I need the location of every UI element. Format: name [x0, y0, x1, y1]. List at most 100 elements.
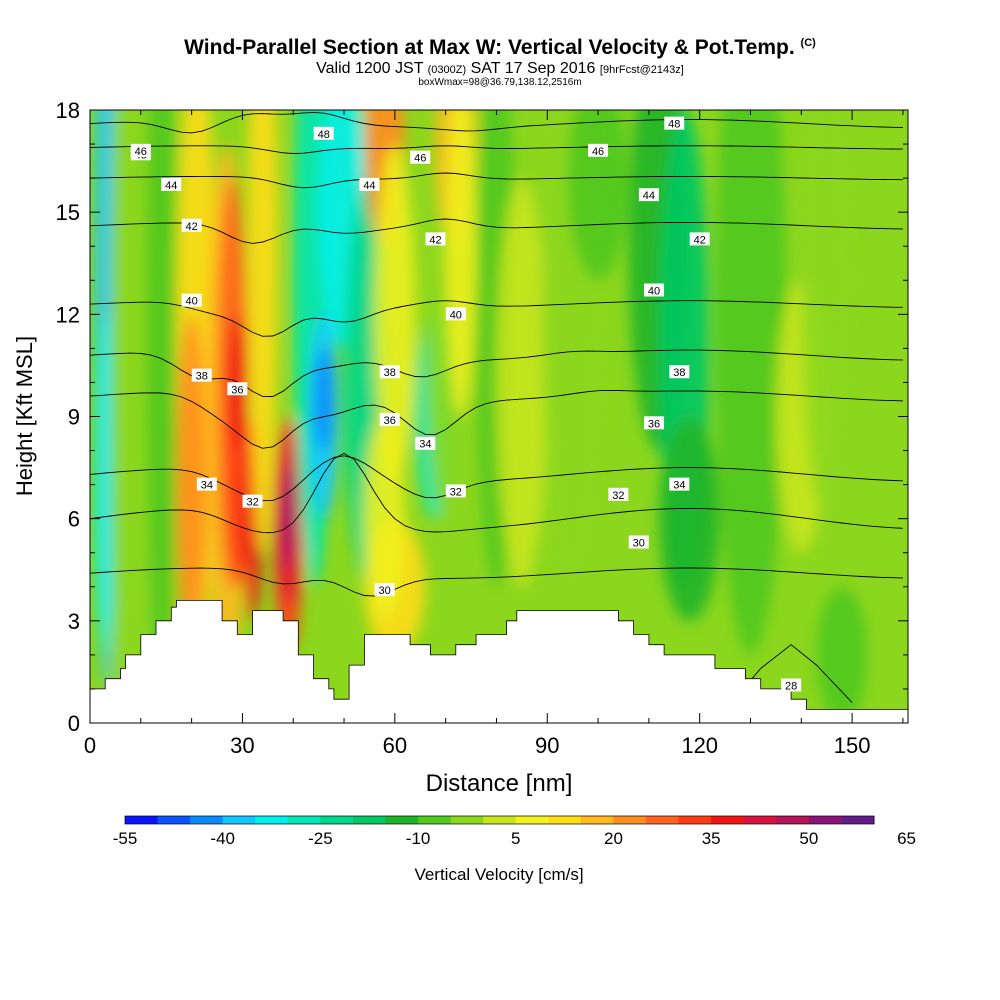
- contour-label-box: [689, 232, 710, 246]
- contour-label: 36: [384, 415, 396, 427]
- colorbar-tick-label: 35: [702, 829, 721, 848]
- contour-label: 34: [419, 439, 431, 451]
- contour-label-box: [227, 382, 248, 396]
- contour-label: 44: [643, 190, 655, 202]
- colorbar-tick-label: 50: [799, 829, 818, 848]
- colorbar-swatch: [320, 816, 354, 824]
- forecast-info: [9hrFcst@2143z]: [599, 64, 684, 76]
- chart-subtitle: Valid 1200 JST (0300Z) SAT 17 Sep 2016 […: [0, 60, 1000, 78]
- x-tick-label: 0: [84, 733, 96, 758]
- contour-label: 34: [201, 480, 213, 492]
- contour-label-box: [374, 583, 395, 597]
- contour-label-box: [181, 218, 202, 232]
- theta-contour: [90, 300, 903, 337]
- x-tick-label: 150: [834, 733, 871, 758]
- colorbar-swatch: [385, 816, 419, 824]
- colorbar-swatch: [841, 816, 875, 824]
- valid-main: Valid 1200 JST: [316, 60, 424, 77]
- contour-label: 32: [450, 486, 462, 498]
- theta-contour: [90, 567, 903, 597]
- contour-label: 46: [135, 146, 147, 158]
- theta-contour: [90, 389, 903, 449]
- contour-label: 36: [648, 418, 660, 430]
- velocity-cell: [659, 416, 721, 621]
- contour-label-box: [588, 143, 609, 157]
- title-units: (C): [800, 37, 816, 49]
- x-tick-label: 60: [383, 733, 407, 758]
- contour-label: 38: [196, 371, 208, 383]
- contour-label: 46: [592, 146, 604, 158]
- contour-label-box: [643, 416, 664, 430]
- velocity-cell: [816, 586, 868, 723]
- contour-label: 38: [384, 367, 396, 379]
- colorbar-swatch: [125, 816, 159, 824]
- contour-label: 48: [318, 129, 330, 141]
- plot-area: 4848484646464444444242424040403838383636…: [90, 110, 908, 723]
- contour-label-box: [608, 487, 629, 501]
- contour-label-box: [664, 116, 685, 130]
- theta-contours: [90, 111, 903, 703]
- colorbar-swatch: [287, 816, 321, 824]
- velocity-cell: [496, 178, 548, 587]
- colorbar-swatch: [678, 816, 712, 824]
- contour-label-box: [379, 365, 400, 379]
- colorbar-tick-label: -25: [308, 829, 333, 848]
- contour-label-box: [669, 477, 690, 491]
- contour-label: 48: [668, 119, 680, 131]
- contour-label-box: [242, 494, 263, 508]
- contour-labels: 4848484646464444444242424040403838383636…: [130, 116, 802, 693]
- colorbar-tick-label: -40: [210, 829, 235, 848]
- valid-utc: (0300Z): [427, 64, 467, 76]
- colorbar: -55 -40 -25 -10 5 20 35 50 65: [113, 815, 916, 848]
- colorbar-swatch: [613, 816, 647, 824]
- contour-label-box: [313, 126, 334, 140]
- colorbar-tick-label: 20: [604, 829, 623, 848]
- contour-label: 44: [363, 180, 375, 192]
- theta-contour: [90, 349, 903, 397]
- contour-label-box: [181, 293, 202, 307]
- contour-label: 38: [673, 367, 685, 379]
- y-axis-label: Height [Kft MSL]: [12, 336, 37, 496]
- contour-label-box: [425, 232, 446, 246]
- colorbar-swatch: [255, 816, 289, 824]
- contour-label-box: [359, 177, 380, 191]
- contour-label-box: [628, 535, 649, 549]
- theta-contour: [90, 455, 903, 502]
- valid-date: SAT 17 Sep 2016: [470, 60, 596, 77]
- velocity-cell: [176, 314, 207, 655]
- colorbar-tick-label: 65: [897, 829, 916, 848]
- contour-label-box: [638, 188, 659, 202]
- contour-label-box: [669, 365, 690, 379]
- velocity-cell: [364, 416, 406, 621]
- velocity-cell: [283, 467, 294, 570]
- contour-label: 40: [185, 296, 197, 308]
- contour-label: 28: [785, 681, 797, 693]
- theta-contour: [90, 145, 903, 154]
- theta-contour: [90, 218, 903, 244]
- contour-label-box: [781, 678, 802, 692]
- y-tick-label: 15: [56, 200, 80, 225]
- theta-contour: [90, 172, 903, 189]
- velocity-cell: [567, 110, 629, 281]
- y-tick-label: 0: [68, 711, 80, 736]
- colorbar-swatch: [580, 816, 614, 824]
- colorbar-swatch: [808, 816, 842, 824]
- colorbar-swatch: [515, 816, 549, 824]
- contour-label: 30: [379, 585, 391, 597]
- contour-label-box: [445, 307, 466, 321]
- colorbar-swatch: [548, 816, 582, 824]
- contour-label: 32: [612, 490, 624, 502]
- colorbar-tick-label: -55: [113, 829, 138, 848]
- contour-label-box: [130, 143, 151, 157]
- colorbar-swatch: [483, 816, 517, 824]
- y-tick-label: 6: [68, 507, 80, 532]
- velocity-cell: [445, 110, 477, 417]
- contour-label: 42: [185, 221, 197, 233]
- velocity-cell: [313, 348, 334, 451]
- velocity-cell: [110, 110, 151, 723]
- theta-contour: [90, 452, 903, 534]
- x-tick-label: 30: [230, 733, 254, 758]
- contour-label: 42: [694, 234, 706, 246]
- contour-label-box: [379, 412, 400, 426]
